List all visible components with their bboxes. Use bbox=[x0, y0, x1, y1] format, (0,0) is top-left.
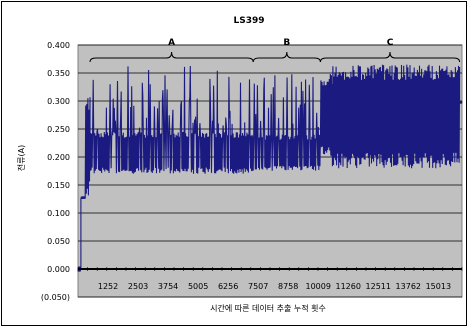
y-tick-label: 0.350 bbox=[47, 69, 70, 78]
region-brace bbox=[319, 51, 461, 63]
y-axis-title: 전류(A) bbox=[16, 145, 26, 171]
series-line bbox=[77, 64, 463, 272]
region-brace bbox=[89, 51, 254, 63]
x-tick-label: 6256 bbox=[218, 282, 238, 291]
y-tick-label: 0.000 bbox=[47, 265, 70, 274]
zero-line bbox=[77, 267, 463, 271]
x-tick-label: 15013 bbox=[426, 282, 451, 291]
x-tick-label: 5005 bbox=[188, 282, 208, 291]
x-tick-label: 2503 bbox=[128, 282, 148, 291]
y-tick-label: 0.250 bbox=[47, 125, 70, 134]
series-trace bbox=[77, 64, 463, 272]
x-tick-label: 12511 bbox=[366, 282, 391, 291]
region-label: A bbox=[168, 38, 175, 48]
y-tick-label: (0.050) bbox=[41, 293, 70, 302]
y-tick-label: 0.300 bbox=[47, 97, 70, 106]
y-tick-label: 0.050 bbox=[47, 237, 70, 246]
x-axis-title: 시간에 따른 데이터 추출 누적 횟수 bbox=[210, 303, 326, 313]
x-tick-label: 10009 bbox=[305, 282, 330, 291]
chart-title: LS399 bbox=[233, 16, 264, 26]
x-tick-label: 7507 bbox=[248, 282, 268, 291]
x-tick-label: 13762 bbox=[396, 282, 421, 291]
x-axis-ticks: 1252 2503 3754 5005 6256 7507 8758 10009 11260 12… bbox=[98, 282, 451, 291]
region-brace bbox=[252, 51, 321, 63]
x-tick-label: 3754 bbox=[158, 282, 178, 291]
x-tick-label: 8758 bbox=[278, 282, 298, 291]
y-tick-label: 0.400 bbox=[47, 41, 70, 50]
y-tick-label: 0.200 bbox=[47, 153, 70, 162]
region-label: C bbox=[387, 38, 394, 48]
y-tick-label: 0.100 bbox=[47, 209, 70, 218]
x-tick-label: 11260 bbox=[336, 282, 361, 291]
x-tick-label: 1252 bbox=[98, 282, 118, 291]
region-label: B bbox=[283, 38, 290, 48]
y-axis-ticks: 0.400 0.350 0.300 0.250 0.200 0.150 0.100 0.050… bbox=[41, 41, 70, 302]
region-annotations: A B C bbox=[89, 38, 461, 63]
y-tick-label: 0.150 bbox=[47, 181, 70, 190]
